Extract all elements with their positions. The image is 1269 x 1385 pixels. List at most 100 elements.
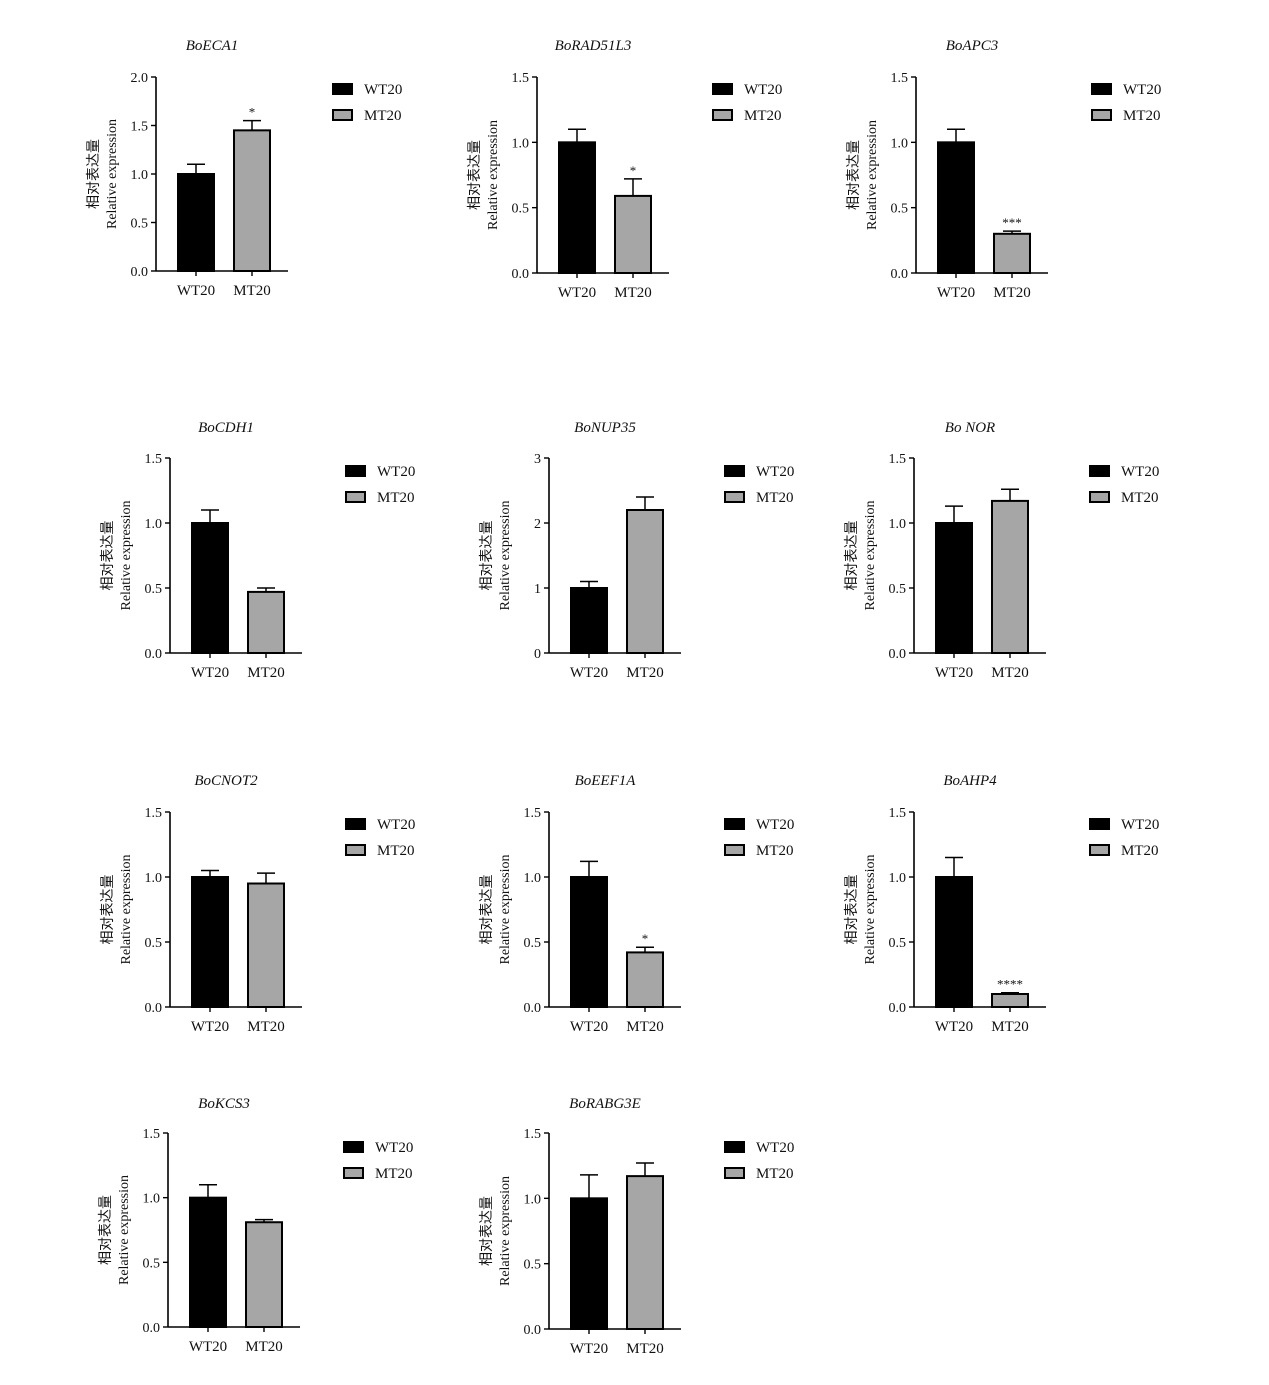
y-axis-label-en: Relative expression bbox=[119, 854, 134, 964]
y-tick-label: 1.5 bbox=[524, 1127, 542, 1142]
y-tick-label: 2 bbox=[534, 517, 541, 532]
legend-label: MT20 bbox=[744, 108, 782, 124]
bar-wt20 bbox=[558, 141, 596, 274]
y-axis-label-en: Relative expression bbox=[498, 854, 513, 964]
legend-swatch bbox=[345, 465, 366, 477]
bar-wt20 bbox=[191, 876, 229, 1008]
x-tick-label: WT20 bbox=[935, 665, 973, 681]
y-axis-label-en: Relative expression bbox=[105, 119, 120, 229]
legend-label: WT20 bbox=[1121, 817, 1159, 833]
x-tick-label: MT20 bbox=[626, 1019, 664, 1035]
y-tick-label: 0.0 bbox=[889, 1001, 907, 1016]
legend-label: WT20 bbox=[375, 1140, 413, 1156]
bar-mt20 bbox=[626, 951, 664, 1009]
x-tick-label: MT20 bbox=[247, 1019, 285, 1035]
y-tick-label: 1.0 bbox=[524, 1192, 542, 1207]
x-tick-label: WT20 bbox=[570, 665, 608, 681]
bar-wt20 bbox=[189, 1196, 227, 1328]
legend-label: WT20 bbox=[1121, 464, 1159, 480]
legend-swatch bbox=[1089, 844, 1110, 856]
y-tick-label: 0.5 bbox=[891, 202, 909, 217]
legend-label: WT20 bbox=[377, 817, 415, 833]
y-tick-label: 0.0 bbox=[889, 647, 907, 662]
significance-marker: *** bbox=[1002, 215, 1022, 230]
legend-swatch bbox=[1089, 818, 1110, 830]
y-tick-label: 1.0 bbox=[145, 517, 163, 532]
y-axis-label-en: Relative expression bbox=[119, 500, 134, 610]
y-tick-label: 0.0 bbox=[143, 1321, 161, 1336]
y-tick-label: 1.5 bbox=[131, 120, 149, 135]
y-tick-label: 1.0 bbox=[889, 517, 907, 532]
legend-swatch bbox=[724, 491, 745, 503]
x-tick-label: WT20 bbox=[570, 1019, 608, 1035]
legend-label: WT20 bbox=[756, 464, 794, 480]
y-tick-label: 0.0 bbox=[145, 647, 163, 662]
legend-label: MT20 bbox=[364, 108, 402, 124]
bar-mt20 bbox=[233, 129, 271, 272]
x-tick-label: MT20 bbox=[991, 665, 1029, 681]
y-tick-label: 1.5 bbox=[143, 1127, 161, 1142]
y-axis-label-en: Relative expression bbox=[486, 120, 501, 230]
panel-title: BoAHP4 bbox=[943, 773, 997, 789]
chart-panel: BoAPC3 相对表达量 Relative expression 0.0 0.5 1.0 1… bbox=[846, 38, 1161, 301]
y-tick-label: 0 bbox=[534, 647, 541, 662]
panel-title: BoNUP35 bbox=[574, 420, 636, 436]
legend-swatch bbox=[345, 844, 366, 856]
legend-label: MT20 bbox=[756, 490, 794, 506]
legend-label: MT20 bbox=[756, 1166, 794, 1182]
y-axis-label-cn: 相对表达量 bbox=[98, 1195, 114, 1265]
legend-swatch bbox=[345, 818, 366, 830]
y-axis-label-cn: 相对表达量 bbox=[479, 875, 495, 945]
chart-panel: BoECA1 相对表达量 Relative expression 0.0 0.5 1.0 1… bbox=[86, 38, 402, 299]
y-tick-label: 0.0 bbox=[524, 1323, 542, 1338]
y-tick-label: 0.0 bbox=[524, 1001, 542, 1016]
legend-swatch bbox=[345, 491, 366, 503]
x-tick-label: MT20 bbox=[626, 665, 664, 681]
legend-swatch bbox=[1089, 491, 1110, 503]
x-tick-label: MT20 bbox=[991, 1019, 1029, 1035]
chart-panel: BoAHP4 相对表达量 Relative expression 0.0 0.5 1.0 1… bbox=[844, 773, 1159, 1035]
y-tick-label: 1.5 bbox=[145, 452, 163, 467]
y-tick-label: 0.0 bbox=[131, 265, 149, 280]
legend-label: WT20 bbox=[756, 817, 794, 833]
bar-wt20 bbox=[191, 522, 229, 654]
bar-wt20 bbox=[570, 1197, 608, 1331]
legend-label: WT20 bbox=[364, 82, 402, 98]
y-tick-label: 1.0 bbox=[524, 871, 542, 886]
legend-label: WT20 bbox=[744, 82, 782, 98]
significance-marker: * bbox=[249, 105, 256, 120]
chart-panel: BoKCS3 相对表达量 Relative expression 0.0 0.5 1.0 1… bbox=[98, 1096, 413, 1355]
y-tick-label: 1.0 bbox=[891, 136, 909, 151]
y-tick-label: 1.5 bbox=[889, 452, 907, 467]
legend-swatch bbox=[712, 83, 733, 95]
panel-title: BoKCS3 bbox=[198, 1096, 250, 1112]
y-axis-label-cn: 相对表达量 bbox=[844, 521, 860, 591]
x-tick-label: WT20 bbox=[191, 665, 229, 681]
x-tick-label: WT20 bbox=[177, 283, 215, 299]
y-tick-label: 0.5 bbox=[512, 202, 530, 217]
x-tick-label: MT20 bbox=[247, 665, 285, 681]
y-tick-label: 1.0 bbox=[889, 871, 907, 886]
panel-title: Bo NOR bbox=[945, 420, 995, 436]
panel-title: BoCNOT2 bbox=[194, 773, 258, 789]
y-axis-label-en: Relative expression bbox=[863, 854, 878, 964]
y-tick-label: 1.0 bbox=[512, 136, 530, 151]
legend-swatch bbox=[724, 818, 745, 830]
bar-mt20 bbox=[614, 194, 652, 274]
y-tick-label: 1.5 bbox=[524, 806, 542, 821]
legend-swatch bbox=[724, 844, 745, 856]
bar-wt20 bbox=[937, 141, 975, 274]
y-axis-label-en: Relative expression bbox=[498, 1176, 513, 1286]
y-axis-label-cn: 相对表达量 bbox=[467, 140, 483, 210]
x-tick-label: WT20 bbox=[570, 1341, 608, 1357]
legend-swatch bbox=[332, 83, 353, 95]
bar-mt20 bbox=[626, 1175, 664, 1330]
bar-mt20 bbox=[245, 1221, 283, 1328]
x-tick-label: MT20 bbox=[993, 285, 1031, 301]
bar-wt20 bbox=[570, 587, 608, 654]
y-axis-label-en: Relative expression bbox=[498, 500, 513, 610]
y-tick-label: 1.5 bbox=[889, 806, 907, 821]
y-axis-label-en: Relative expression bbox=[117, 1175, 132, 1285]
y-axis-label-en: Relative expression bbox=[865, 120, 880, 230]
